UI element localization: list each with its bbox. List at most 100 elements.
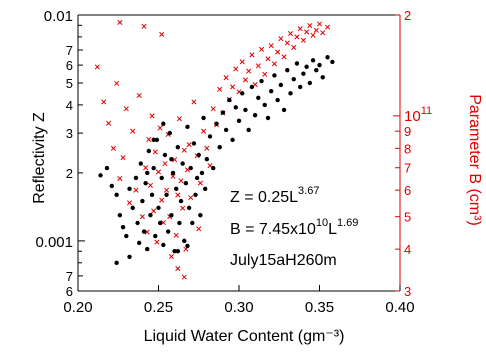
parameter-b-point [297,26,303,32]
parameter-b-point [310,32,316,38]
parameter-b-point [262,71,268,77]
reflectivity-point [193,192,198,197]
reflectivity-point [143,181,148,186]
parameter-b-point [178,178,184,184]
reflectivity-point [190,220,195,226]
reflectivity-point [291,76,296,82]
reflectivity-point [325,55,330,60]
reflectivity-point [114,192,119,197]
reflectivity-point [265,115,271,121]
reflectivity-point [217,144,222,150]
reflectivity-point [156,205,161,211]
reflectivity-point [272,73,277,78]
parameter-b-point [139,214,145,220]
parameter-b-point [316,21,323,27]
annotation-b-variable: L [328,221,337,238]
parameter-b-point [210,106,216,112]
parameter-b-point [155,169,162,175]
right-tick-label: 9 [404,124,411,139]
parameter-b-point [146,136,152,143]
parameter-b-point [304,29,310,35]
parameter-b-point [130,128,136,134]
parameter-b-point [117,19,123,26]
svg-text:B = 7.45x1010L1.69: B = 7.45x1010L1.69 [230,217,358,238]
reflectivity-point [269,88,274,94]
reflectivity-point [317,62,322,68]
reflectivity-point [246,127,251,133]
parameter-b-point [106,120,112,126]
reflectivity-point [145,246,150,252]
reflectivity-point [186,205,192,211]
annotation-z-fit: Z = 0.25L3.67 [230,185,319,206]
annotation-z-exponent: 3.67 [298,185,319,197]
reflectivity-point [165,229,171,234]
reflectivity-point [175,144,181,150]
parameter-b-point [246,68,252,74]
reflectivity-point [161,121,166,126]
reflectivity-point [154,137,160,143]
parameter-b-point [233,66,239,72]
parameter-b-point [154,239,160,245]
parameter-b-point [300,37,306,43]
parameter-b-point [287,31,294,37]
reflectivity-point [169,212,174,218]
reflectivity-point [227,97,232,103]
parameter-b-point [149,113,155,119]
parameter-b-point [320,30,326,36]
reflectivity-point [281,107,287,113]
reflectivity-point [201,115,206,121]
reflectivity-point [211,165,216,171]
parameter-b-point [151,208,157,214]
parameter-b-point [101,99,107,105]
reflectivity-point [207,134,213,139]
left-tick-label: 0.01 [44,8,73,25]
right-tick-label: 3 [404,284,411,299]
x-tick-label: 0.20 [63,299,92,316]
parameter-b-point [173,232,179,238]
parameter-b-point [313,27,319,33]
parameter-b-point [163,187,170,193]
annotation-b-power: 10 [316,217,328,229]
reflectivity-point [188,165,193,171]
parameter-b-point [136,92,142,99]
parameter-b-point [181,147,187,153]
reflectivity-point [223,127,229,133]
reflectivity-point [164,192,169,197]
reflectivity-point [256,95,261,100]
reflectivity-point [196,152,201,158]
right-tick-label: 5 [404,210,411,225]
x-tick-label: 0.25 [144,299,173,316]
reflectivity-point [175,249,181,254]
reflectivity-point [148,212,153,218]
reflectivity-point [136,240,142,246]
reflectivity-point [304,64,309,69]
reflectivity-point [240,91,245,96]
reflectivity-point [185,243,190,249]
right-tick-label: 6 [404,183,411,198]
parameter-b-point [201,128,207,134]
parameter-b-point [197,180,203,186]
parameter-b-point [110,145,116,151]
reflectivity-point [151,165,156,171]
parameter-b-point [175,266,181,272]
left-tick-label: 4 [66,98,73,113]
reflectivity-point [230,137,235,143]
x-tick-label: 0.30 [224,299,253,316]
reflectivity-point [183,181,189,186]
reflectivity-point [149,192,155,197]
parameter-b-point [170,173,176,179]
parameter-b-point [188,195,194,201]
reflectivity-point [157,220,163,226]
left-tick-label: 2 [66,166,73,181]
parameter-b-point [239,59,245,65]
reflectivity-point [178,198,184,204]
reflectivity-point [278,82,284,88]
reflectivity-point [133,175,139,181]
reflectivity-point [243,107,248,113]
parameter-b-point [278,36,284,42]
parameter-b-point [175,192,181,198]
reflectivity-point [307,80,313,86]
right-tick-label: 7 [404,161,411,176]
reflectivity-point [252,113,258,118]
